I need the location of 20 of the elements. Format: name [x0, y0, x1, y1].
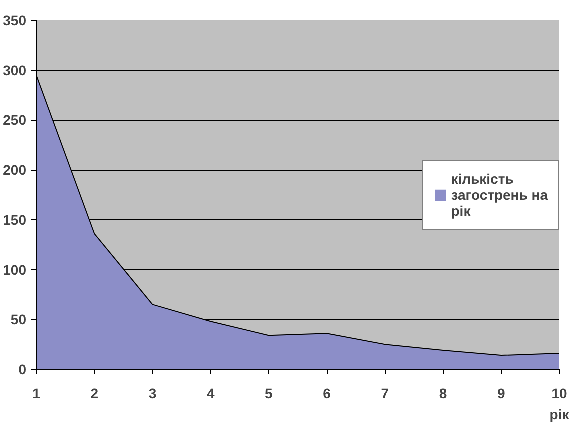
- x-tick-label: 9: [497, 386, 506, 402]
- y-tick-label: 300: [3, 62, 27, 78]
- x-tick-label: 8: [439, 386, 448, 402]
- x-tick-label: 5: [265, 386, 274, 402]
- x-tick-label: 6: [323, 386, 332, 402]
- x-tick-label: 4: [206, 386, 215, 402]
- x-tick-label: 10: [552, 386, 568, 402]
- legend-label: кількість загострень на рік: [451, 170, 548, 218]
- y-tick-label: 50: [10, 312, 27, 328]
- x-axis-title: рік: [550, 406, 570, 422]
- y-tick-label: 100: [3, 262, 27, 278]
- y-tick-label: 150: [3, 212, 27, 228]
- x-tick-label: 3: [148, 386, 157, 402]
- y-tick-label: 0: [18, 362, 27, 378]
- x-tick-label: 7: [381, 386, 390, 402]
- x-tick-label: 1: [32, 386, 41, 402]
- y-tick-label: 350: [3, 12, 27, 28]
- y-tick-label: 250: [3, 112, 27, 128]
- y-tick-label: 200: [3, 162, 27, 178]
- x-tick-label: 2: [90, 386, 99, 402]
